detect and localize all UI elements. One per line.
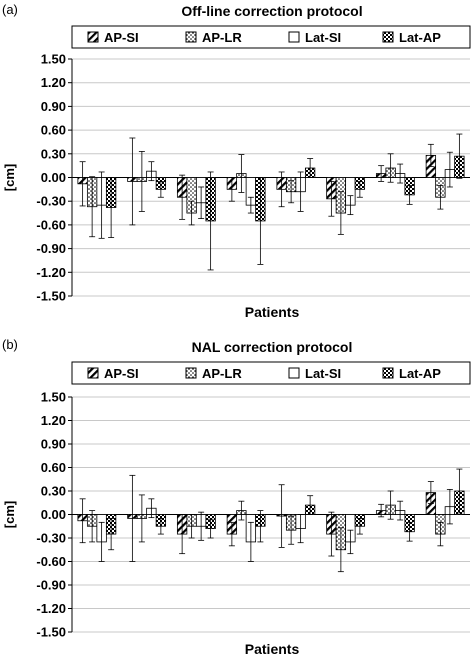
y-tick-label: 0.30 bbox=[41, 484, 66, 499]
y-tick-label: 0.90 bbox=[41, 437, 66, 452]
y-tick-label: 0.90 bbox=[41, 99, 66, 114]
bars bbox=[77, 468, 465, 573]
y-tick-label: -0.30 bbox=[36, 531, 66, 546]
chart-title: NAL correction protocol bbox=[192, 339, 353, 355]
legend-swatch bbox=[382, 31, 394, 43]
legend-item: AP-SI bbox=[87, 366, 139, 381]
legend-swatch bbox=[185, 367, 197, 379]
legend-label: Lat-SI bbox=[305, 30, 341, 45]
y-tick-label: -0.60 bbox=[36, 217, 66, 232]
legend-label: Lat-AP bbox=[399, 30, 441, 45]
y-axis: 1.50 1.20 0.90 0.60 0.30 0.00 -0.30 -0.60 -0.90 -… bbox=[36, 52, 470, 304]
legend-label: AP-SI bbox=[104, 366, 139, 381]
legend-swatch bbox=[87, 31, 99, 43]
panel-label: (a) bbox=[2, 2, 18, 17]
y-tick-label: 1.50 bbox=[41, 52, 66, 67]
legend-label: AP-LR bbox=[202, 366, 242, 381]
y-tick-label: -1.50 bbox=[36, 289, 66, 304]
y-tick-label: 1.20 bbox=[41, 413, 66, 428]
legend-swatch bbox=[288, 367, 300, 379]
chart-panel-1: (a) Off-line correction protocol AP-SI AP-L… bbox=[2, 2, 471, 320]
bars bbox=[77, 133, 465, 271]
y-axis-label: [cm] bbox=[2, 501, 17, 528]
legend-swatch bbox=[185, 31, 197, 43]
panel-label: (b) bbox=[2, 337, 18, 352]
y-tick-label: 0.00 bbox=[41, 507, 66, 522]
y-tick-label: -1.20 bbox=[36, 265, 66, 280]
legend-swatch bbox=[382, 367, 394, 379]
legend-swatch bbox=[288, 31, 300, 43]
legend-item: AP-LR bbox=[185, 366, 242, 381]
legend-label: AP-SI bbox=[104, 30, 139, 45]
legend-item: Lat-AP bbox=[382, 366, 441, 381]
y-axis-label: [cm] bbox=[2, 164, 17, 191]
legend-swatch bbox=[87, 367, 99, 379]
legend-item: AP-LR bbox=[185, 30, 242, 45]
legend-item: Lat-SI bbox=[288, 366, 341, 381]
y-tick-label: 0.00 bbox=[41, 170, 66, 185]
legend-item: Lat-SI bbox=[288, 30, 341, 45]
x-axis-label: Patients bbox=[245, 641, 300, 657]
legend-item: AP-SI bbox=[87, 30, 139, 45]
legend-box bbox=[71, 361, 471, 385]
y-tick-label: 0.30 bbox=[41, 146, 66, 161]
legend: AP-SI AP-LR Lat-SI Lat-AP bbox=[71, 361, 471, 385]
y-axis: 1.50 1.20 0.90 0.60 0.30 0.00 -0.30 -0.60 -0.90 -… bbox=[36, 390, 470, 640]
y-tick-label: -0.90 bbox=[36, 241, 66, 256]
legend-label: Lat-AP bbox=[399, 366, 441, 381]
x-axis-label: Patients bbox=[245, 304, 300, 320]
legend: AP-SI AP-LR Lat-SI Lat-AP bbox=[71, 25, 471, 49]
y-tick-label: 1.20 bbox=[41, 75, 66, 90]
y-tick-label: -1.50 bbox=[36, 625, 66, 640]
legend-item: Lat-AP bbox=[382, 30, 441, 45]
legend-label: Lat-SI bbox=[305, 366, 341, 381]
y-tick-label: 1.50 bbox=[41, 390, 66, 405]
y-tick-label: 0.60 bbox=[41, 123, 66, 138]
chart-panel-2: (b) NAL correction protocol AP-SI AP-LR Lat-… bbox=[2, 337, 471, 657]
legend-box bbox=[71, 25, 471, 49]
y-tick-label: 0.60 bbox=[41, 460, 66, 475]
chart-title: Off-line correction protocol bbox=[181, 3, 362, 19]
y-tick-label: -0.30 bbox=[36, 194, 66, 209]
y-tick-label: -0.90 bbox=[36, 578, 66, 593]
y-tick-label: -0.60 bbox=[36, 554, 66, 569]
legend-label: AP-LR bbox=[202, 30, 242, 45]
y-tick-label: -1.20 bbox=[36, 601, 66, 616]
